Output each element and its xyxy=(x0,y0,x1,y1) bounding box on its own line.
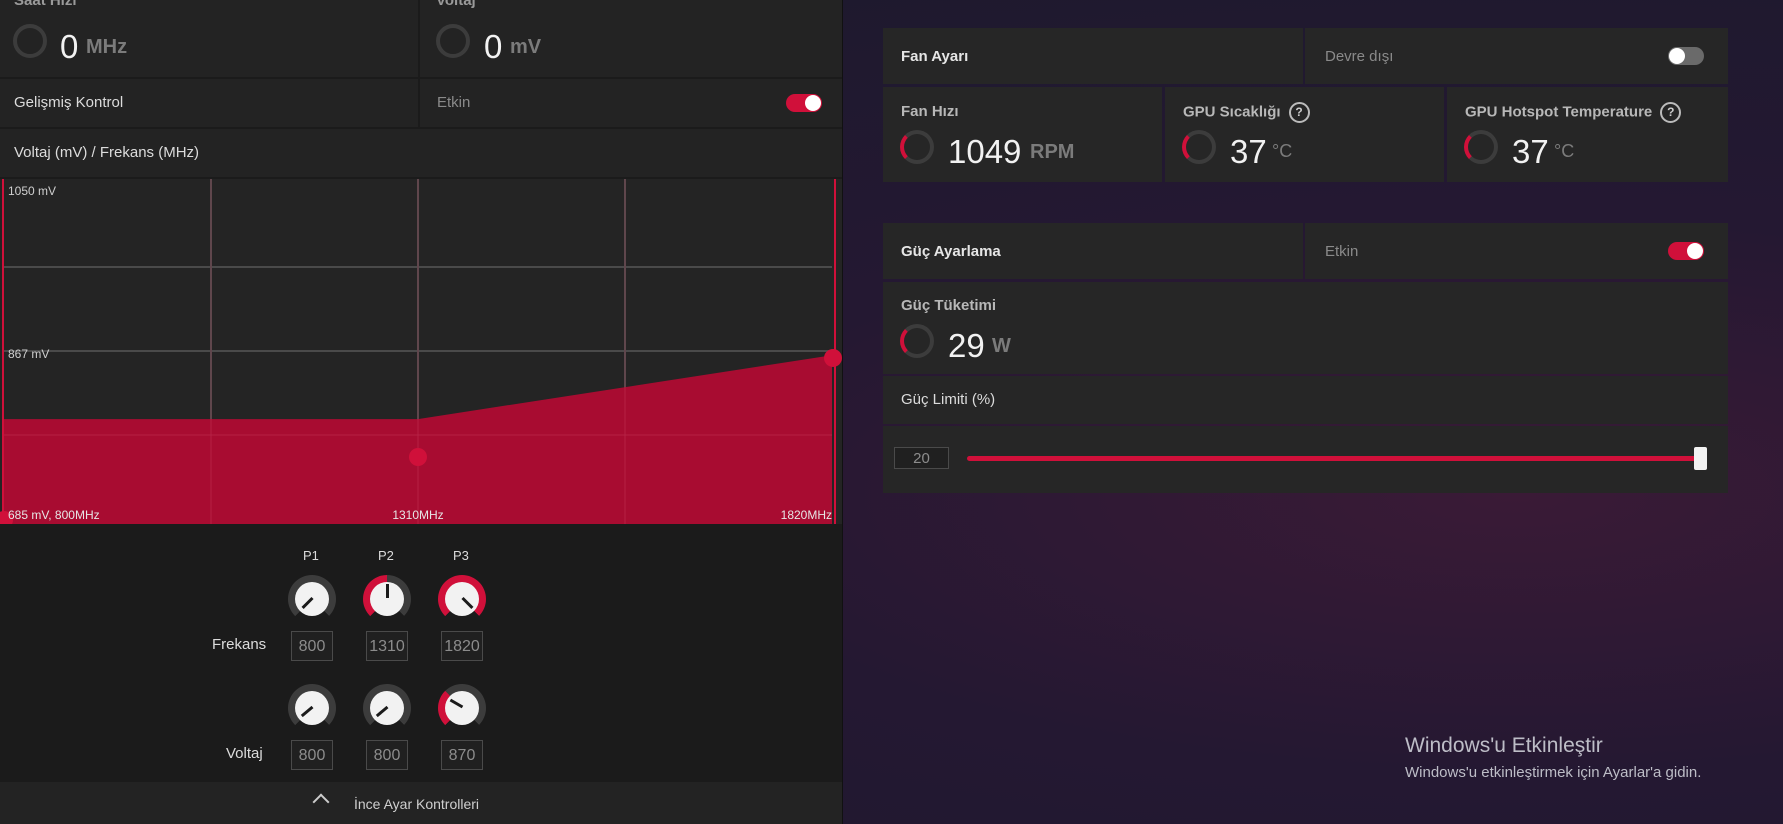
curve-handle-p2[interactable] xyxy=(409,448,427,466)
power-title: Güç Ayarlama xyxy=(901,243,1001,260)
pstate-header-p1: P1 xyxy=(303,548,319,563)
watermark-title: Windows'u Etkinleştir xyxy=(1405,734,1603,757)
hotspot-temp-label: GPU Hotspot Temperature? xyxy=(1465,102,1682,123)
voltage-gauge-icon xyxy=(436,24,470,58)
power-state-cell: Etkin xyxy=(1305,223,1728,279)
clock-label: Saat Hızı xyxy=(14,0,77,9)
fan-speed-value: 1049 xyxy=(948,133,1022,170)
power-state: Etkin xyxy=(1325,243,1359,260)
fan-toggle[interactable] xyxy=(1668,47,1704,65)
power-limit-input[interactable]: 20 xyxy=(894,447,949,469)
windows-activation-watermark: Windows'u Etkinleştir Windows'u etkinleş… xyxy=(1405,734,1701,781)
left-panel: Saat Hızı 0 MHz Voltaj 0 mV Gelişmiş Kon… xyxy=(0,0,843,824)
gpu-temp-value: 37 xyxy=(1230,133,1267,170)
frequency-row-label: Frekans xyxy=(212,636,267,653)
fan-speed-gauge-icon xyxy=(900,130,934,164)
freq-p3-input[interactable]: 1820 xyxy=(441,631,483,661)
curve-title-bar: Voltaj (mV) / Frekans (MHz) xyxy=(0,129,842,177)
help-icon[interactable]: ? xyxy=(1660,102,1682,123)
power-limit-header: Güç Limiti (%) xyxy=(883,376,1728,424)
x-axis-label: 685 mV, 800MHz xyxy=(8,508,100,522)
fan-speed-label: Fan Hızı xyxy=(901,103,959,120)
chevron-up-icon xyxy=(312,793,330,811)
pstate-header-p2: P2 xyxy=(378,548,394,563)
x-axis-label: 1310MHz xyxy=(392,508,443,522)
clock-cell: Saat Hızı 0 MHz xyxy=(0,0,418,77)
curve-handle-p1[interactable] xyxy=(0,511,13,524)
gpu-temp-gauge-icon xyxy=(1182,130,1216,164)
hotspot-temp-cell: GPU Hotspot Temperature? 37 °C xyxy=(1447,87,1728,182)
freq-p1-input[interactable]: 800 xyxy=(291,631,333,661)
volt-p3-input[interactable]: 870 xyxy=(441,740,483,770)
fine-tune-label: İnce Ayar Kontrolleri xyxy=(354,796,480,812)
advanced-control-toggle[interactable] xyxy=(786,94,822,112)
fan-state-cell: Devre dışı xyxy=(1305,28,1728,84)
power-gauge-icon xyxy=(900,324,934,358)
help-icon[interactable]: ? xyxy=(1288,102,1310,123)
y-axis-label: 1050 mV xyxy=(8,184,56,198)
power-consumption-value: 29 xyxy=(948,327,985,364)
curve-area xyxy=(4,355,832,524)
power-toggle[interactable] xyxy=(1668,242,1704,260)
hotspot-value: 37 xyxy=(1512,133,1549,170)
pstate-header-p3: P3 xyxy=(453,548,469,563)
clock-unit: MHz xyxy=(86,36,128,58)
power-limit-slider-track[interactable] xyxy=(967,456,1701,461)
volt-p2-knob[interactable] xyxy=(363,684,411,732)
advanced-control-state: Etkin xyxy=(437,94,471,111)
fan-title: Fan Ayarı xyxy=(901,48,969,65)
volt-p3-knob[interactable] xyxy=(438,684,486,732)
power-consumption-label: Güç Tüketimi xyxy=(901,297,997,314)
hotspot-unit: °C xyxy=(1554,141,1575,161)
clock-value: 0 xyxy=(60,28,79,65)
gpu-temp-label: GPU Sıcaklığı? xyxy=(1183,102,1310,123)
voltage-frequency-chart[interactable]: 1050 mV 867 mV 685 mV, 800MHz 1310MHz 1820MH… xyxy=(0,179,842,524)
voltage-unit: mV xyxy=(510,36,542,58)
fan-title-cell: Fan Ayarı xyxy=(883,28,1303,84)
x-axis-label: 1820MHz xyxy=(781,508,832,522)
clock-gauge-icon xyxy=(13,24,47,58)
power-consumption-cell: Güç Tüketimi 29 W xyxy=(883,282,1728,374)
gpu-temp-cell: GPU Sıcaklığı? 37 °C xyxy=(1165,87,1444,182)
power-consumption-unit: W xyxy=(992,335,1011,357)
y-axis-label: 867 mV xyxy=(8,347,49,361)
fan-settings-panel: Fan Ayarı Devre dışı Fan Hızı 1049 RPM G… xyxy=(883,28,1728,182)
freq-p2-input[interactable]: 1310 xyxy=(366,631,408,661)
advanced-control-state-cell: Etkin xyxy=(420,79,842,127)
voltage-row-label: Voltaj xyxy=(226,745,263,762)
curve-handle-p3[interactable] xyxy=(824,348,842,367)
power-tuning-panel: Güç Ayarlama Etkin Güç Tüketimi 29 W Güç… xyxy=(883,223,1728,493)
voltage-cell: Voltaj 0 mV xyxy=(420,0,842,77)
advanced-control-label: Gelişmiş Kontrol xyxy=(14,94,124,111)
power-title-cell: Güç Ayarlama xyxy=(883,223,1303,279)
voltage-label: Voltaj xyxy=(436,0,476,9)
gpu-temp-unit: °C xyxy=(1272,141,1293,161)
power-limit-slider-row: 20 xyxy=(883,426,1728,493)
curve-title: Voltaj (mV) / Frekans (MHz) xyxy=(14,144,200,161)
advanced-control-row: Gelişmiş Kontrol xyxy=(0,79,418,127)
fine-tune-footer[interactable]: İnce Ayar Kontrolleri xyxy=(0,782,842,824)
volt-p1-knob[interactable] xyxy=(288,684,336,732)
fan-speed-unit: RPM xyxy=(1030,141,1075,163)
freq-p1-knob[interactable] xyxy=(288,575,336,623)
fan-speed-cell: Fan Hızı 1049 RPM xyxy=(883,87,1162,182)
volt-p2-input[interactable]: 800 xyxy=(366,740,408,770)
watermark-subtitle: Windows'u etkinleştirmek için Ayarlar'a … xyxy=(1405,764,1702,781)
volt-p1-input[interactable]: 800 xyxy=(291,740,333,770)
voltage-value: 0 xyxy=(484,28,503,65)
power-limit-slider-thumb[interactable] xyxy=(1694,447,1707,470)
freq-p3-knob[interactable] xyxy=(438,575,486,623)
freq-p2-knob[interactable] xyxy=(363,575,411,623)
fan-state: Devre dışı xyxy=(1325,48,1394,65)
power-limit-label: Güç Limiti (%) xyxy=(901,391,996,408)
hotspot-gauge-icon xyxy=(1464,130,1498,164)
